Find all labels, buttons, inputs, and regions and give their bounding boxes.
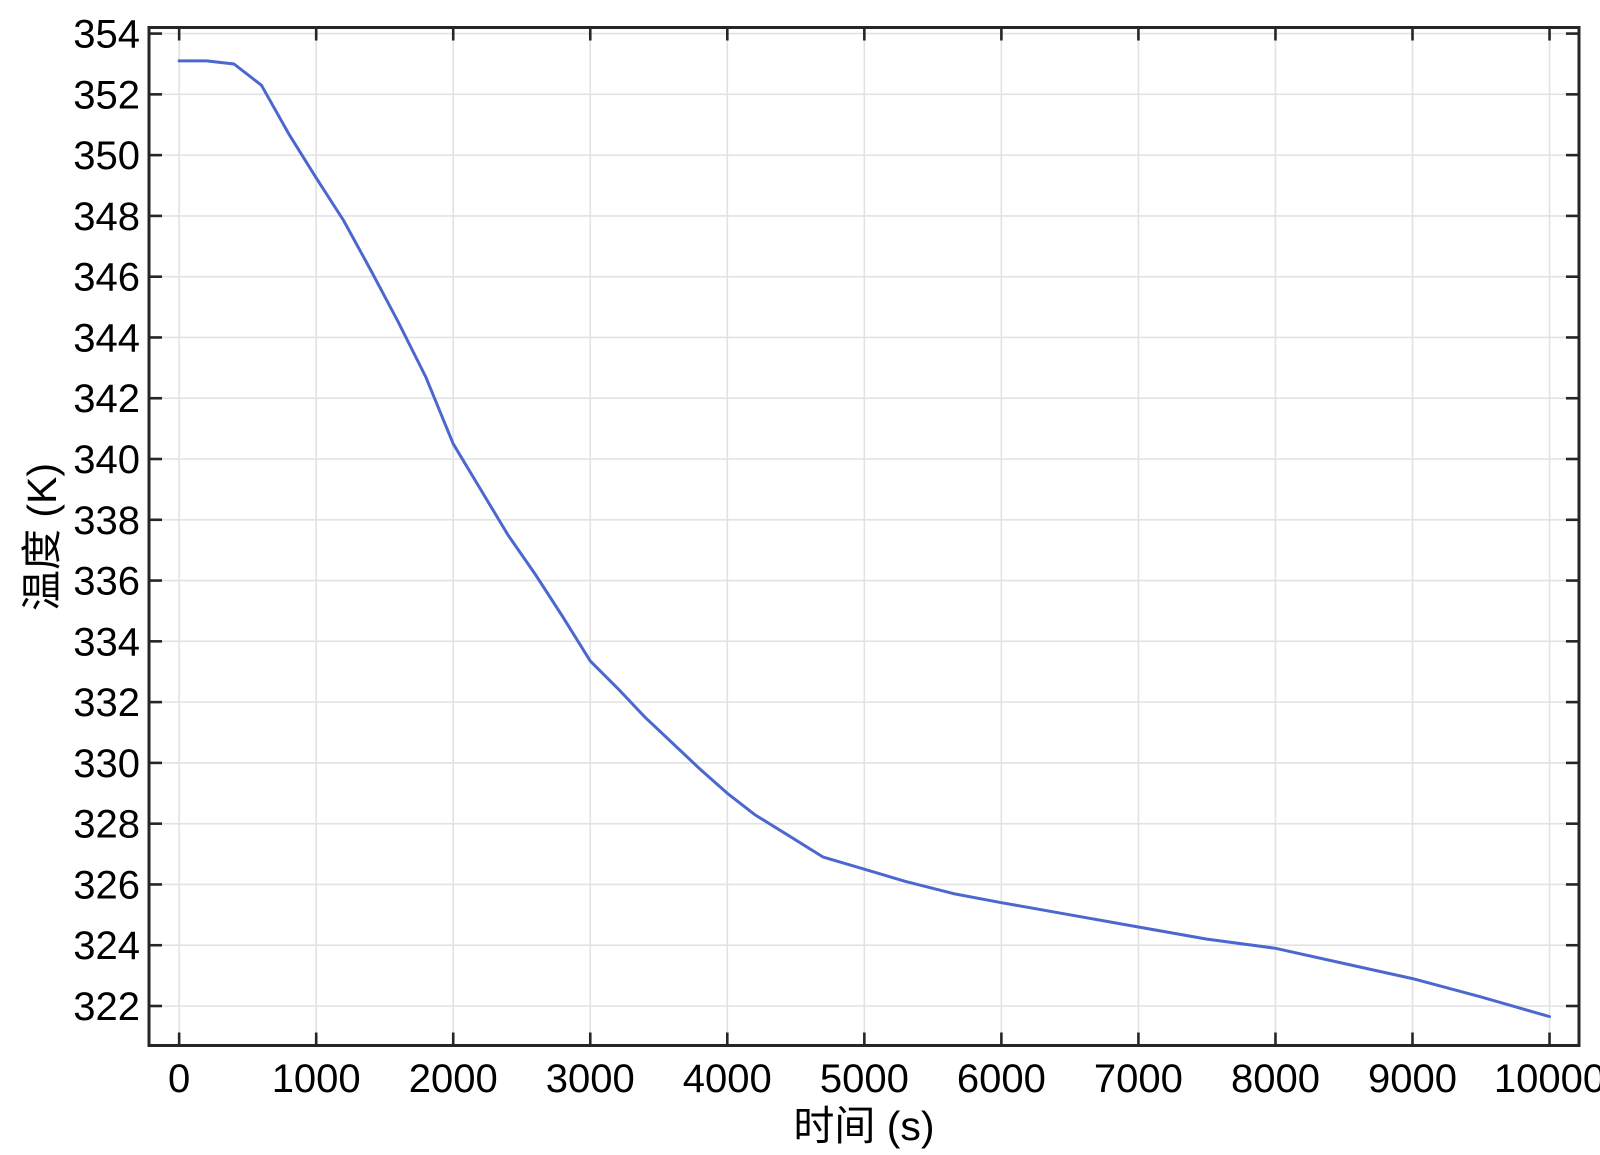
tick-layer: [149, 27, 1579, 1046]
y-axis-title: 温度 (K): [19, 463, 65, 611]
x-tick-label: 5000: [820, 1057, 909, 1101]
y-tick-label: 338: [73, 499, 140, 543]
y-tick-label: 352: [73, 73, 140, 117]
y-tick-label: 348: [73, 195, 140, 239]
y-tick-label: 340: [73, 438, 140, 482]
y-tick-label: 342: [73, 377, 140, 421]
y-tick-label: 328: [73, 803, 140, 847]
plot-border: [147, 26, 1581, 1047]
y-tick-label: 350: [73, 134, 140, 178]
grid-layer: [150, 29, 1578, 1044]
x-tick-label: 2000: [409, 1057, 498, 1101]
series-layer: [177, 59, 1551, 1019]
y-tick-label: 326: [73, 863, 140, 907]
x-tick-label: 8000: [1231, 1057, 1320, 1101]
y-tick-label: 322: [73, 985, 140, 1029]
x-tick-label: 1000: [272, 1057, 361, 1101]
y-tick-label: 324: [73, 924, 140, 968]
y-tick-label: 344: [73, 316, 140, 360]
x-tick-label: 10000: [1494, 1057, 1600, 1101]
y-tick-label: 330: [73, 742, 140, 786]
tick-label-layer: 0 1000 2000 3000 4000 5000 6000 7000 8000 9000 100…: [73, 13, 1600, 1101]
y-tick-label: 354: [73, 13, 140, 57]
y-tick-label: 336: [73, 560, 140, 604]
x-tick-label: 0: [168, 1057, 190, 1101]
x-tick-label: 9000: [1368, 1057, 1457, 1101]
x-axis-title: 时间 (s): [793, 1103, 934, 1149]
y-tick-label: 332: [73, 681, 140, 725]
x-tick-label: 7000: [1094, 1057, 1183, 1101]
x-tick-label: 4000: [683, 1057, 772, 1101]
x-tick-label: 6000: [957, 1057, 1046, 1101]
x-tick-label: 3000: [546, 1057, 635, 1101]
y-tick-label: 346: [73, 256, 140, 300]
y-tick-label: 334: [73, 620, 140, 664]
temperature-curve: [177, 59, 1551, 1019]
